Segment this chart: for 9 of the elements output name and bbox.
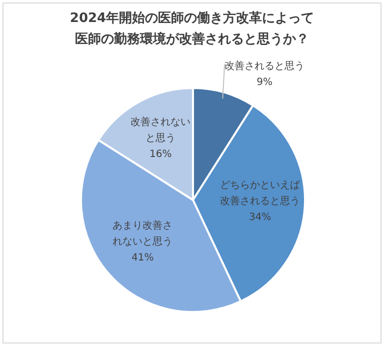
chart-title: 2024年開始の医師の働き方改革によって医師の勤務環境が改善されると思うか？ — [70, 10, 314, 47]
data-label: 16% — [150, 149, 172, 160]
data-label: 34% — [248, 212, 272, 224]
slice-label: あまり改善されないと思う — [112, 219, 173, 248]
slice-label: 改善されないと思う — [130, 116, 191, 144]
data-label: 41% — [131, 252, 154, 264]
slice-label: 改善されると思う — [224, 60, 305, 72]
slice-label: どちらかといえば改善されると思う — [220, 180, 302, 208]
data-label: 9% — [256, 77, 273, 88]
